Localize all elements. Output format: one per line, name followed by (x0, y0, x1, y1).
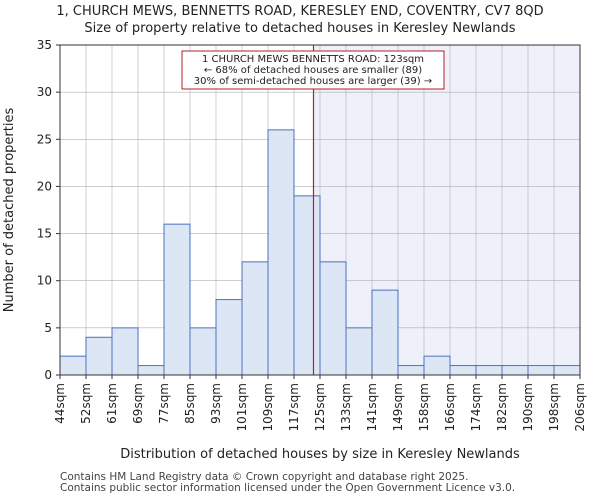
bar-117sqm (293, 195, 321, 376)
x-tick-label: 85sqm (183, 383, 197, 424)
x-tick-label: 125sqm (313, 383, 327, 431)
y-tick-label: 5 (44, 321, 52, 335)
x-tick-label: 206sqm (573, 383, 587, 431)
x-tick-label: 198sqm (547, 383, 561, 431)
x-tick-label: 77sqm (157, 383, 171, 424)
bar-190sqm (527, 365, 555, 376)
plot-frame (59, 44, 581, 376)
annotation-line-1: 1 CHURCH MEWS BENNETTS ROAD: 123sqm (202, 54, 424, 65)
y-tick-label: 15 (37, 227, 52, 241)
bar-44sqm (59, 355, 87, 376)
x-tick-label: 44sqm (53, 383, 67, 424)
annotation-line-3: 30% of semi-detached houses are larger (… (194, 76, 432, 87)
bar-109sqm (267, 129, 295, 376)
bar-77sqm (163, 223, 191, 376)
y-tick-label: 10 (37, 274, 52, 288)
x-axis-ticks: 44sqm 52sqm 61sqm 69sqm 77sqm 85sqm 93sqm 101sq… (53, 375, 587, 431)
bar-198sqm (553, 365, 581, 376)
bar-182sqm (501, 365, 529, 376)
bar-133sqm (345, 327, 373, 376)
bar-93sqm (215, 299, 243, 376)
annotation-box: 1 CHURCH MEWS BENNETTS ROAD: 123sqm ← 68… (181, 50, 445, 90)
x-tick-label: 133sqm (339, 383, 353, 431)
bar-101sqm (241, 261, 269, 376)
larger-area-shade (313, 45, 580, 375)
x-tick-label: 174sqm (469, 383, 483, 431)
y-axis-ticks: 0 5 10 15 20 25 30 35 (37, 38, 60, 382)
y-tick-label: 20 (37, 179, 52, 193)
y-tick-label: 35 (37, 38, 52, 52)
y-tick-label: 30 (37, 85, 52, 99)
bar-158sqm (423, 355, 451, 376)
footer-line-2: Contains public sector information licen… (60, 482, 516, 494)
bar-141sqm (371, 289, 399, 376)
x-tick-label: 93sqm (209, 383, 223, 424)
bar-85sqm (189, 327, 217, 376)
y-tick-label: 25 (37, 132, 52, 146)
x-tick-label: 149sqm (391, 383, 405, 431)
x-tick-label: 117sqm (287, 383, 301, 431)
x-tick-label: 69sqm (131, 383, 145, 424)
x-tick-label: 182sqm (495, 383, 509, 431)
y-axis-title: Number of detached properties (2, 108, 17, 313)
x-tick-label: 158sqm (417, 383, 431, 431)
bar-61sqm (111, 327, 139, 376)
x-tick-label: 166sqm (443, 383, 457, 431)
bars (59, 129, 581, 376)
x-tick-label: 61sqm (105, 383, 119, 424)
x-axis-title: Distribution of detached houses by size … (120, 447, 520, 462)
chart-subtitle: Size of property relative to detached ho… (84, 21, 515, 36)
bar-149sqm (397, 365, 425, 376)
x-tick-label: 52sqm (79, 383, 93, 424)
x-tick-label: 109sqm (261, 383, 275, 431)
x-tick-label: 190sqm (521, 383, 535, 431)
annotation-border (181, 50, 445, 90)
chart-title: 1, CHURCH MEWS, BENNETTS ROAD, KERESLEY … (56, 4, 543, 19)
bar-52sqm (85, 336, 113, 376)
x-tick-label: 141sqm (365, 383, 379, 431)
footer-line-1: Contains HM Land Registry data © Crown c… (60, 471, 469, 483)
footer: Contains HM Land Registry data © Crown c… (60, 472, 515, 494)
annotation-line-2: ← 68% of detached houses are smaller (89… (204, 65, 422, 76)
bar-69sqm (137, 365, 165, 376)
x-tick-label: 101sqm (235, 383, 249, 431)
bar-174sqm (475, 365, 503, 376)
y-tick-label: 0 (44, 368, 52, 382)
bar-166sqm (449, 365, 477, 376)
bar-125sqm (319, 261, 347, 376)
